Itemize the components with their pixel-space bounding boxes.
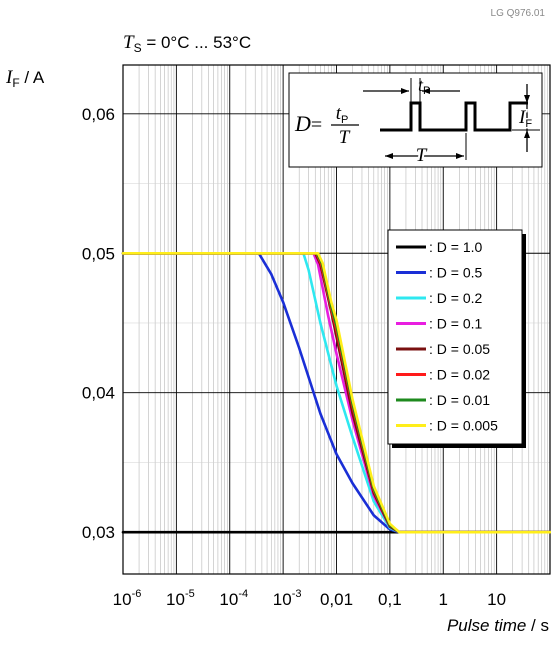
x-tick-label: 10 (487, 590, 506, 609)
legend-entry: : D = 0.01 (429, 392, 490, 408)
legend-box (387, 229, 523, 445)
x-axis-title: Pulse time / s (447, 616, 549, 635)
x-tick-label: 0,1 (378, 590, 402, 609)
arrow-head (524, 95, 530, 103)
legend-entry: : D = 0.1 (429, 316, 483, 332)
y-tick-label: 0,04 (82, 384, 115, 403)
x-tick-label: 10-4 (219, 588, 248, 609)
legend-entry: : D = 0.05 (429, 341, 490, 357)
arrow-head (385, 153, 393, 159)
formula-denominator: T (339, 127, 351, 148)
y-axis-title: IF / A (5, 67, 45, 90)
legend-entry: : D = 0.02 (429, 367, 490, 383)
inset-frame (288, 72, 543, 168)
period-label: T (416, 145, 428, 166)
y-tick-label: 0,03 (82, 523, 115, 542)
document-code: LG Q976.01 (490, 8, 545, 19)
legend-entry: : D = 0.5 (429, 265, 483, 281)
y-tick-label: 0,06 (82, 105, 115, 124)
series-line (121, 252, 551, 534)
x-tick-label: 10-6 (113, 588, 142, 609)
tp-label: tP (418, 75, 430, 97)
arrow-head (401, 88, 409, 94)
arrow-head (524, 130, 530, 138)
x-tick-label: 10-5 (166, 588, 195, 609)
y-tick-label: 0,05 (82, 244, 115, 263)
x-tick-label: 10-3 (273, 588, 302, 609)
legend-entry: : D = 0.2 (429, 290, 483, 306)
arrow-head (456, 153, 464, 159)
plot-frame (122, 64, 551, 575)
formula-lhs: D= (294, 111, 322, 136)
x-tick-label: 0,01 (320, 590, 353, 609)
x-tick-label: 1 (439, 590, 448, 609)
chart-title: TS = 0°C ... 53°C (123, 32, 251, 55)
formula-numerator: tP (336, 103, 349, 126)
legend-entry: : D = 0.005 (429, 418, 498, 434)
pulse-waveform (380, 101, 528, 132)
arrow-head (422, 88, 430, 94)
legend-entry: : D = 1.0 (429, 239, 483, 255)
